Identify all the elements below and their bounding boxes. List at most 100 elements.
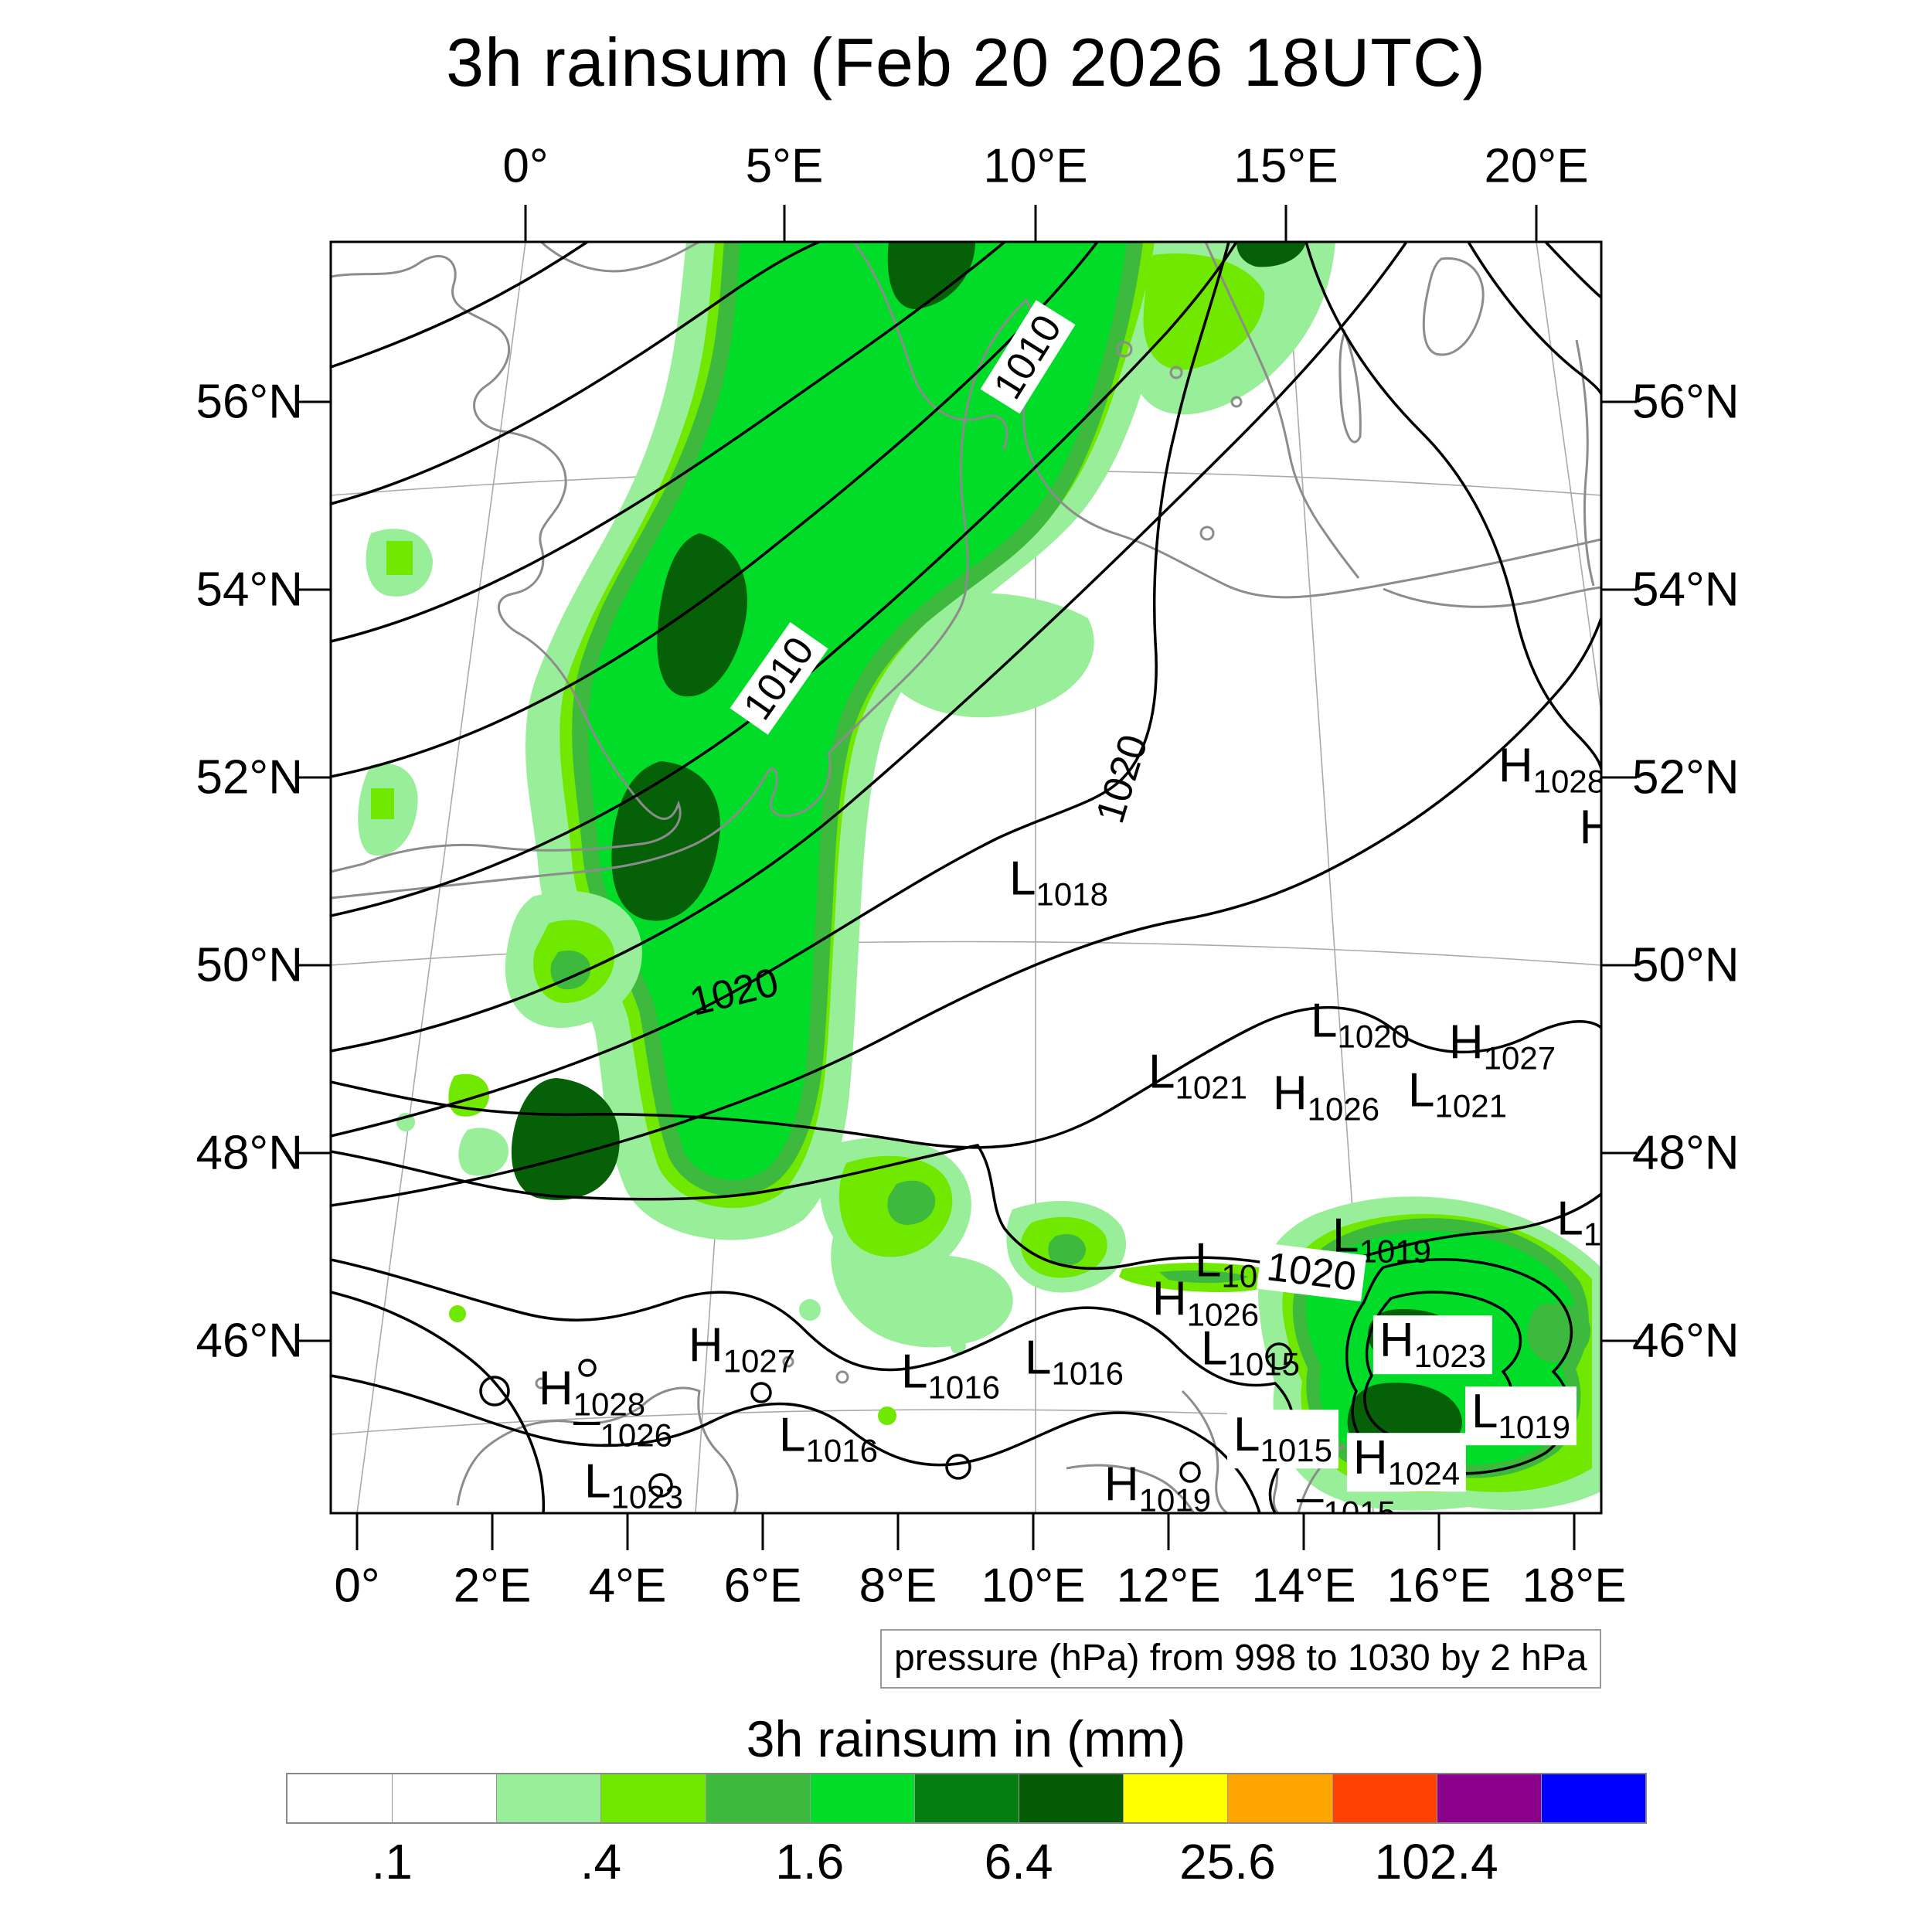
colorbar-cell [1332,1774,1437,1822]
axis-ticks [295,205,1637,1550]
bottom-axis-label: 0° [334,1559,380,1613]
colorbar-cell [600,1774,706,1822]
bottom-axis-label: 10°E [981,1559,1086,1613]
pressure-center-low: L1021 [1408,1066,1507,1122]
pressure-center-value: 1028 [1532,763,1601,800]
left-axis-label: 48°N [196,1126,303,1180]
right-axis-label: 56°N [1632,375,1740,429]
pressure-center-letter: H [1352,1431,1388,1485]
pressure-center-value: 1016 [1051,1355,1124,1392]
top-axis-label: 15°E [1233,139,1338,193]
right-axis-label: 46°N [1632,1314,1740,1368]
pressure-center-value: 1015 [1323,1494,1396,1513]
colorbar [286,1773,1647,1824]
colorbar-tick-label: 25.6 [1179,1834,1276,1889]
left-axis-label: 54°N [196,563,303,617]
pressure-center-value: 1016 [805,1432,878,1469]
colorbar-cell [496,1774,601,1822]
pressure-center-letter: H [538,1362,573,1416]
top-axis-label: 5°E [745,139,824,193]
bottom-axis-label: 4°E [588,1559,667,1613]
left-axis-label: 50°N [196,938,303,992]
pressure-center-letter: L [584,1454,611,1509]
pressure-center-value: 1015 [1260,1432,1332,1469]
colorbar-separator [1332,1774,1333,1822]
pressure-center-letter: L [1148,1045,1175,1099]
colorbar-separator [496,1774,498,1822]
right-axis-label: 52°N [1632,750,1740,804]
pressure-center-value: 1023 [611,1478,683,1513]
map-frame [329,240,1603,1515]
colorbar-cell [1540,1774,1645,1822]
pressure-center-low: –1026 [573,1396,672,1451]
pressure-center-high: H1026 [1273,1070,1379,1125]
pressure-center-letter: L [1195,1233,1222,1287]
pressure-center-letter: H [688,1318,723,1372]
pressure-center-low: L1019 [1465,1385,1577,1446]
isobar-label: 1020 [685,959,784,1026]
colorbar-tick-label: 6.4 [984,1834,1053,1889]
pressure-center-value: 1026 [1307,1090,1380,1128]
pressure-center-low: –1015 [1297,1473,1396,1513]
pressure-center-low: L1023 [584,1458,683,1513]
coastlines [331,242,1601,1513]
page-title: 3h rainsum (Feb 20 2026 18UTC) [446,24,1486,100]
pressure-center-letter: H [1498,739,1533,793]
colorbar-separator [392,1774,393,1822]
right-axis-label: 54°N [1632,563,1740,617]
isobar-label: 1010 [730,622,828,735]
pressure-center-letter: – [573,1393,600,1447]
right-axis-label: 48°N [1632,1126,1740,1180]
colorbar-tick-label: 1.6 [775,1834,845,1889]
pressure-center-letter: L [1408,1063,1435,1117]
isobar-label: 1010 [980,300,1076,414]
colorbar-tick-label: .1 [371,1834,413,1889]
colorbar-separator [809,1774,811,1822]
pressure-center-low: L1020 [1311,997,1410,1053]
pressure-center-value: 1015 [1227,1345,1300,1383]
top-axis-label: 0° [502,139,549,193]
pressure-center-value: 1020 [1337,1018,1410,1055]
pressure-center-value: 1021 [1434,1087,1507,1124]
map-label-overlay: H1028HL1018L1020H1027L1021H1026L1021L10L… [331,242,1601,1513]
colorbar-tick-label: 102.4 [1374,1834,1498,1889]
pressure-center-high: H1019 [1104,1461,1211,1513]
left-axis-label: 56°N [196,375,303,429]
colorbar-cell [913,1774,1019,1822]
pressure-center-letter: H [1272,1066,1308,1121]
bottom-axis-label: 2°E [453,1559,532,1613]
pressure-center-letter: L [1471,1385,1498,1439]
pressure-center-value: 1024 [1387,1455,1461,1492]
pressure-center-letter: L [1233,1408,1260,1462]
colorbar-separator [1123,1774,1124,1822]
pressure-center-high: H1028 [539,1365,645,1420]
pressure-center-low: L1016 [901,1348,1000,1403]
colorbar-cell [1019,1774,1124,1822]
pressure-center-low: L1015 [1201,1325,1300,1380]
colorbar-cell [809,1774,914,1822]
left-axis-label: 46°N [196,1314,303,1368]
pressure-center-value: 1028 [573,1386,646,1423]
pressure-center-low: L1016 [1025,1334,1124,1389]
pressure-center-value: 1019 [1138,1481,1212,1513]
pressure-center-value: 1019 [1498,1409,1570,1446]
top-axis-label: 10°E [983,139,1088,193]
pressure-center-value: 1027 [1483,1039,1556,1077]
pressure-center-value: 1016 [927,1369,1000,1406]
colorbar-cell [1436,1774,1541,1822]
right-axis-label: 50°N [1632,938,1740,992]
pressure-center-letter: L [1556,1192,1583,1246]
pressure-center-high: H1027 [689,1321,795,1377]
left-axis-label: 52°N [196,750,303,804]
colorbar-separator [913,1774,915,1822]
colorbar-cell [705,1774,810,1822]
colorbar-cell [1123,1774,1228,1822]
pressure-center-low: L1019 [1332,1212,1431,1267]
pressure-center-high: H [1580,804,1601,859]
colorbar-tick-label: .4 [580,1834,622,1889]
bottom-axis-label: 16°E [1386,1559,1492,1613]
pressure-center-low: L10 [1556,1195,1601,1250]
pressure-center-letter: L [779,1408,806,1462]
pressure-center-value: 1023 [1413,1338,1487,1375]
